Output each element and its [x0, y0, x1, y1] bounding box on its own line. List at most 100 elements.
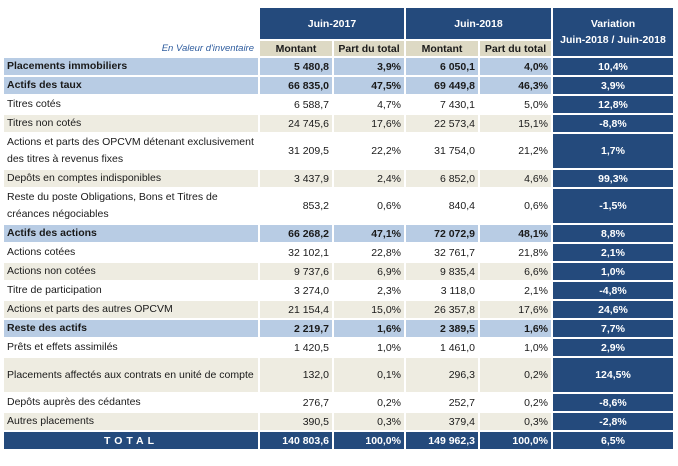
row-label: Actifs des actions: [4, 225, 258, 242]
section-row: Reste des actifs 2 219,7 1,6% 2 389,5 1,6% 7,…: [4, 320, 673, 337]
table-row: Actions et parts des autres OPCVM 21 154,…: [4, 301, 673, 318]
part-2018: 1,0%: [480, 339, 551, 356]
variation-header-line2: Juin-2018 / Juin-2018: [560, 34, 666, 46]
part-2017: 1,0%: [334, 339, 404, 356]
part-2018: 0,6%: [480, 189, 551, 223]
investments-table: Juin-2017 Juin-2018 Variation Juin-2018 …: [2, 6, 675, 451]
total-row: TOTAL 140 803,6 100,0% 149 962,3 100,0% …: [4, 432, 673, 449]
part-2017: 22,8%: [334, 244, 404, 261]
table-row: Titres cotés 6 588,7 4,7% 7 430,1 5,0% 12,8%: [4, 96, 673, 113]
period-header-2017: Juin-2017: [260, 8, 404, 39]
variation: -8,6%: [553, 394, 673, 411]
part-2018: 0,2%: [480, 394, 551, 411]
row-label: Reste des actifs: [4, 320, 258, 337]
table-row: Titre de participation 3 274,0 2,3% 3 118,0…: [4, 282, 673, 299]
montant-2018: 252,7: [406, 394, 478, 411]
montant-2017: 276,7: [260, 394, 332, 411]
row-label: Actions non cotées: [4, 263, 258, 280]
header-blank: [4, 8, 258, 39]
table-row: Actions et parts des OPCVM détenant excl…: [4, 134, 673, 168]
row-label: Depôts en comptes indisponibles: [4, 170, 258, 187]
part-2018: 0,2%: [480, 358, 551, 392]
variation: 1,0%: [553, 263, 673, 280]
row-label: Autres placements: [4, 413, 258, 430]
row-label: Titres cotés: [4, 96, 258, 113]
montant-2017: 66 268,2: [260, 225, 332, 242]
montant-2017: 21 154,4: [260, 301, 332, 318]
part-2018: 0,3%: [480, 413, 551, 430]
part-2017: 0,2%: [334, 394, 404, 411]
montant-2017: 3 437,9: [260, 170, 332, 187]
table-row: Autres placements 390,5 0,3% 379,4 0,3% -2,8%: [4, 413, 673, 430]
row-label: Actifs des taux: [4, 77, 258, 94]
total-part-2018: 100,0%: [480, 432, 551, 449]
subheader-part-2018: Part du total: [480, 41, 551, 56]
montant-2017: 132,0: [260, 358, 332, 392]
row-label: Actions cotées: [4, 244, 258, 261]
variation: 99,3%: [553, 170, 673, 187]
part-2017: 1,6%: [334, 320, 404, 337]
montant-2018: 379,4: [406, 413, 478, 430]
montant-2017: 390,5: [260, 413, 332, 430]
part-2018: 4,0%: [480, 58, 551, 75]
total-label: TOTAL: [4, 432, 258, 449]
montant-2018: 26 357,8: [406, 301, 478, 318]
variation: 12,8%: [553, 96, 673, 113]
variation-header: Variation Juin-2018 / Juin-2018: [553, 8, 673, 56]
part-2018: 15,1%: [480, 115, 551, 132]
montant-2018: 7 430,1: [406, 96, 478, 113]
total-montant-2017: 140 803,6: [260, 432, 332, 449]
row-label: Prêts et effets assimilés: [4, 339, 258, 356]
part-2017: 17,6%: [334, 115, 404, 132]
montant-2018: 69 449,8: [406, 77, 478, 94]
montant-2017: 2 219,7: [260, 320, 332, 337]
subheader-montant-2017: Montant: [260, 41, 332, 56]
montant-2017: 31 209,5: [260, 134, 332, 168]
section-row: Placements immobiliers 5 480,8 3,9% 6 050,1…: [4, 58, 673, 75]
table-row: Titres non cotés 24 745,6 17,6% 22 573,4 15,…: [4, 115, 673, 132]
variation: -2,8%: [553, 413, 673, 430]
table-row: Actions cotées 32 102,1 22,8% 32 761,7 21,8%…: [4, 244, 673, 261]
part-2017: 2,4%: [334, 170, 404, 187]
part-2018: 4,6%: [480, 170, 551, 187]
montant-2017: 32 102,1: [260, 244, 332, 261]
part-2018: 5,0%: [480, 96, 551, 113]
part-2017: 47,1%: [334, 225, 404, 242]
row-label: Reste du poste Obligations, Bons et Titr…: [4, 189, 258, 223]
subheader-montant-2018: Montant: [406, 41, 478, 56]
montant-2018: 72 072,9: [406, 225, 478, 242]
montant-2017: 5 480,8: [260, 58, 332, 75]
montant-2017: 9 737,6: [260, 263, 332, 280]
total-montant-2018: 149 962,3: [406, 432, 478, 449]
montant-2018: 296,3: [406, 358, 478, 392]
montant-2018: 6 050,1: [406, 58, 478, 75]
part-2017: 47,5%: [334, 77, 404, 94]
row-label: Placements immobiliers: [4, 58, 258, 75]
variation: 2,9%: [553, 339, 673, 356]
part-2017: 4,7%: [334, 96, 404, 113]
total-variation: 6,5%: [553, 432, 673, 449]
table-row: Reste du poste Obligations, Bons et Titr…: [4, 189, 673, 223]
period-header-2018: Juin-2018: [406, 8, 551, 39]
row-label: Actions et parts des OPCVM détenant excl…: [4, 134, 258, 168]
variation: 3,9%: [553, 77, 673, 94]
part-2018: 17,6%: [480, 301, 551, 318]
variation: 8,8%: [553, 225, 673, 242]
row-label: Titre de participation: [4, 282, 258, 299]
montant-2018: 9 835,4: [406, 263, 478, 280]
table-row: Placements affectés aux contrats en unit…: [4, 358, 673, 392]
variation-header-line1: Variation: [590, 18, 636, 30]
part-2017: 22,2%: [334, 134, 404, 168]
section-row: Actifs des actions 66 268,2 47,1% 72 072,9 4…: [4, 225, 673, 242]
variation: 7,7%: [553, 320, 673, 337]
row-label: Depôts auprès des cédantes: [4, 394, 258, 411]
part-2018: 21,2%: [480, 134, 551, 168]
variation: -4,8%: [553, 282, 673, 299]
part-2017: 0,6%: [334, 189, 404, 223]
part-2018: 46,3%: [480, 77, 551, 94]
montant-2017: 66 835,0: [260, 77, 332, 94]
subheader-part-2017: Part du total: [334, 41, 404, 56]
montant-2018: 6 852,0: [406, 170, 478, 187]
total-part-2017: 100,0%: [334, 432, 404, 449]
montant-2018: 3 118,0: [406, 282, 478, 299]
